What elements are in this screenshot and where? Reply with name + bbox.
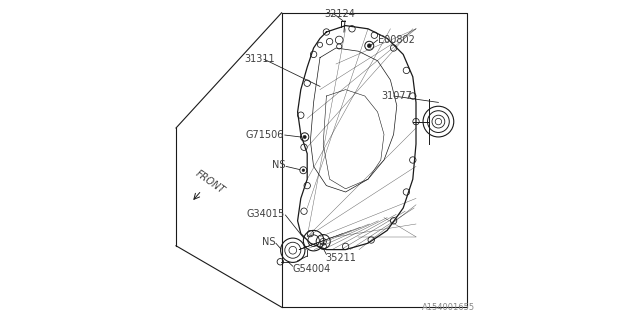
Circle shape <box>302 169 305 172</box>
Text: G71506: G71506 <box>246 130 284 140</box>
Text: 35211: 35211 <box>326 252 356 263</box>
Circle shape <box>303 135 307 139</box>
Text: 32124: 32124 <box>325 9 356 19</box>
Text: 31311: 31311 <box>245 54 275 64</box>
Text: NS: NS <box>262 236 275 247</box>
Text: E00802: E00802 <box>378 35 415 45</box>
Circle shape <box>367 44 371 48</box>
Text: FRONT: FRONT <box>193 169 226 196</box>
Text: 31077: 31077 <box>381 91 412 101</box>
Text: NS: NS <box>272 160 285 170</box>
Text: A154001655: A154001655 <box>422 303 475 312</box>
Text: G34015: G34015 <box>246 209 285 219</box>
Text: G54004: G54004 <box>292 264 331 274</box>
